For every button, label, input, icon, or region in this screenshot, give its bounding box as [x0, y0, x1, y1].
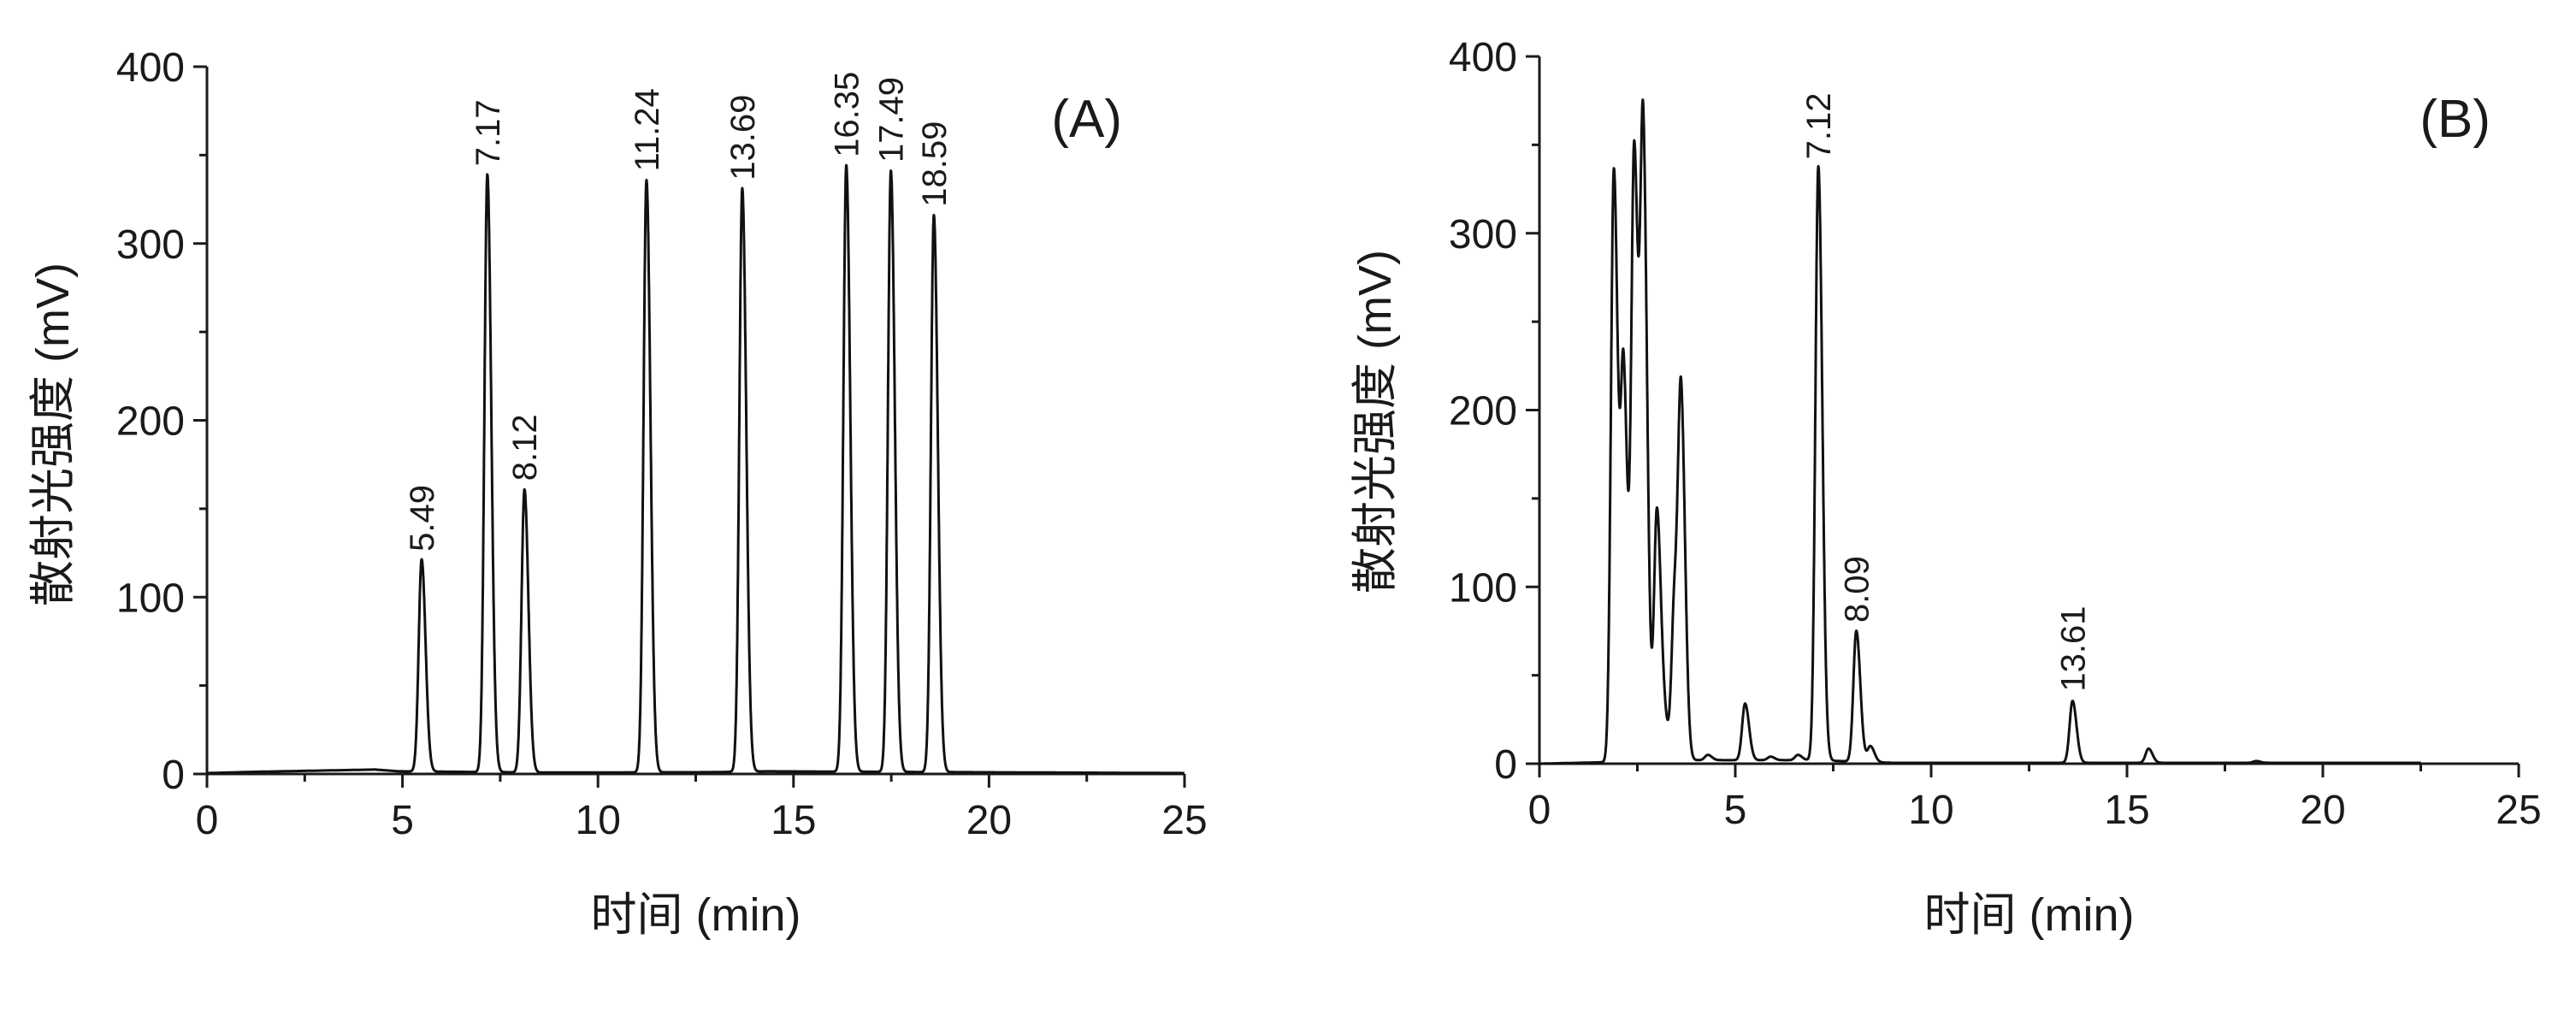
y-axis-title: 散射光强度 (mV): [1350, 250, 1401, 594]
peak-label: 7.17: [470, 99, 507, 166]
chart-panel-b: 0 5 10 15 20 25 0 100 200 300 400 时间 (min) 散射光强度 (mV…: [1350, 35, 2542, 941]
x-tick-label: 25: [1161, 798, 1207, 843]
peak-label: 8.09: [1839, 556, 1876, 623]
y-tick-label: 100: [1449, 565, 1517, 611]
panel-label: (A): [1051, 90, 1122, 149]
x-tick-label: 10: [1908, 788, 1953, 833]
peak-label: 8.12: [506, 414, 544, 481]
peak-label: 13.61: [2054, 606, 2092, 692]
panel-label: (B): [2419, 90, 2490, 149]
peak-label: 5.49: [404, 485, 441, 552]
peak-label: 13.69: [724, 95, 762, 180]
y-tick-label: 300: [1449, 212, 1517, 257]
y-tick-label: 400: [116, 45, 185, 91]
x-axis-title: 时间 (min): [591, 889, 801, 941]
y-tick-label: 200: [116, 399, 185, 445]
y-tick-label: 100: [116, 576, 185, 621]
chromatogram-trace: [1538, 98, 2422, 765]
peak-label: 16.35: [829, 72, 866, 157]
y-axis-title: 散射光强度 (mV): [27, 263, 79, 606]
x-tick-label: 15: [771, 798, 816, 843]
y-tick-label: 200: [1449, 389, 1517, 434]
x-tick-label: 5: [1724, 788, 1747, 833]
x-axis-title: 时间 (min): [1924, 889, 2135, 941]
x-tick-label: 20: [966, 798, 1012, 843]
y-tick-label: 0: [1494, 742, 1517, 788]
peak-label: 7.12: [1800, 92, 1838, 159]
x-tick-label: 0: [1528, 788, 1551, 833]
y-tick-label: 300: [116, 222, 185, 268]
chromatogram-trace: [205, 163, 1186, 775]
x-tick-label: 15: [2104, 788, 2149, 833]
x-tick-label: 25: [2496, 788, 2541, 833]
x-tick-label: 20: [2300, 788, 2345, 833]
y-tick-label: 0: [162, 753, 185, 798]
peak-label: 18.59: [916, 121, 954, 207]
x-tick-label: 10: [576, 798, 621, 843]
chart-panel-a: 0 5 10 15 20 25 0 100 200 300 400 时间 (min) 散射光强度 (mV…: [27, 45, 1208, 941]
x-tick-label: 5: [391, 798, 414, 843]
y-tick-label: 400: [1449, 35, 1517, 80]
peak-label: 11.24: [629, 88, 666, 171]
x-tick-label: 0: [196, 798, 219, 843]
peak-label: 17.49: [873, 77, 911, 162]
